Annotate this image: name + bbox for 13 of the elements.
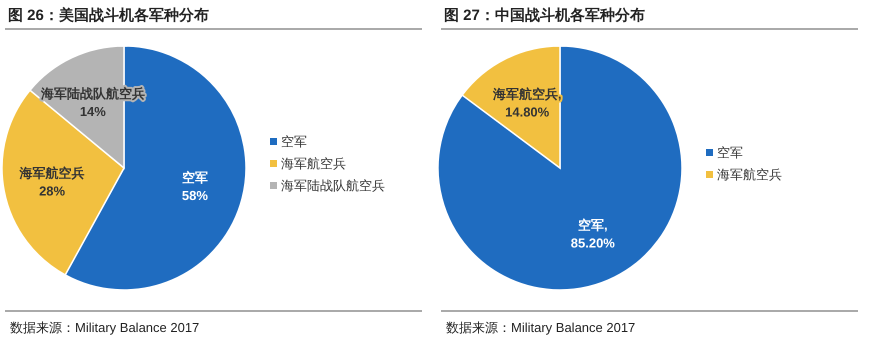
data-label: 海军航空兵, 14.80% xyxy=(492,86,562,120)
legend-label: 空军 xyxy=(281,134,307,149)
legend-label: 空军 xyxy=(717,145,743,160)
chart-title: 图 26：美国战斗机各军种分布 xyxy=(8,6,209,24)
source-note: 数据来源：Military Balance 2017 xyxy=(446,320,636,335)
legend-label: 海军陆战队航空兵 xyxy=(281,178,385,193)
legend-label: 海军航空兵 xyxy=(281,156,346,171)
legend-label: 海军航空兵 xyxy=(717,167,782,182)
chart-title: 图 27：中国战斗机各军种分布 xyxy=(444,7,645,24)
source-note: 数据来源：Military Balance 2017 xyxy=(10,320,200,335)
data-label: 空军 58% xyxy=(182,170,208,204)
data-label: 空军, 85.20% xyxy=(570,217,616,250)
data-label: 海军航空兵 28% xyxy=(18,166,85,199)
